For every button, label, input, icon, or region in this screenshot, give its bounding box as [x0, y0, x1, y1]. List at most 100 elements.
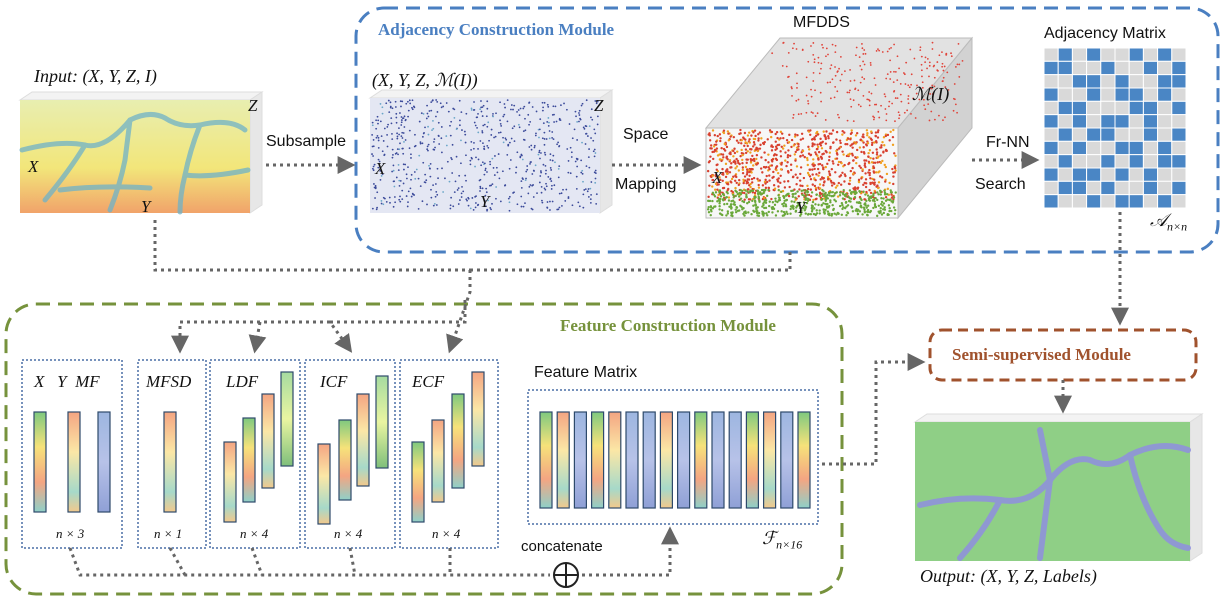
adjacency-cell	[1157, 167, 1173, 182]
adjacency-cell	[1100, 87, 1116, 102]
output-label: Output: (X, Y, Z, Labels)	[920, 566, 1097, 586]
adjacency-cell	[1100, 100, 1116, 116]
adjacency-cell	[1043, 74, 1059, 89]
semi-module-border	[928, 328, 1198, 382]
adjacency-cell	[1128, 47, 1144, 62]
adjacency-cell	[1086, 74, 1102, 89]
adjacency-cell	[1086, 100, 1102, 116]
output-point-cloud	[913, 413, 1204, 562]
adjacency-cell	[1114, 100, 1130, 116]
adjacency-cell	[1100, 140, 1116, 156]
feature-symbol: ℱ	[762, 528, 777, 548]
adjacency-cell	[1043, 127, 1059, 142]
adjacency-cell	[1128, 154, 1144, 169]
mfdds-mi: ℳ(I)	[912, 84, 950, 104]
input-axis-x: X	[28, 157, 39, 176]
adjacency-cell	[1086, 180, 1102, 196]
adjacency-cell	[1114, 114, 1130, 129]
arrow-concat-up	[582, 526, 679, 577]
adjacency-cell	[1171, 140, 1187, 156]
adjacency-cell	[1071, 100, 1088, 116]
adjacency-cell	[1171, 60, 1187, 76]
adjacency-cell	[1171, 194, 1187, 209]
feature-bar	[317, 443, 331, 525]
feature-bar	[223, 441, 237, 523]
feature-header-icf: ICF	[320, 372, 348, 391]
concatenate-label: concatenate	[521, 538, 603, 555]
feature-header-mfsd: MFSD	[146, 372, 192, 391]
adjacency-cell	[1171, 127, 1187, 142]
adjacency-cell	[1128, 100, 1144, 116]
space-mapping-line1: Space	[623, 126, 669, 143]
adjacency-cell	[1157, 154, 1173, 169]
adjacency-cell	[1128, 60, 1144, 76]
adjacency-cell	[1142, 127, 1159, 142]
adjacency-cell	[1114, 180, 1130, 196]
adjacency-cell	[1057, 167, 1073, 182]
adjacency-cell	[1057, 180, 1073, 196]
semi-module-title: Semi-supervised Module	[952, 345, 1131, 364]
adjacency-cell	[1142, 154, 1159, 169]
adjacency-subscript: n×n	[1167, 219, 1188, 234]
adjacency-cell	[1057, 74, 1073, 89]
feature-header-ldf: LDF	[226, 372, 259, 391]
feature-matrix-column	[745, 411, 760, 509]
adjacency-cell	[1100, 154, 1116, 169]
feature-bar	[451, 393, 465, 489]
input-axis-y: Y	[141, 197, 151, 216]
adjacency-cell	[1100, 194, 1116, 209]
feature-matrix-column	[780, 411, 794, 509]
adjacency-cell	[1057, 140, 1073, 156]
adjacency-cell	[1100, 167, 1116, 182]
adjacency-cell	[1100, 47, 1116, 62]
adjacency-cell	[1157, 114, 1173, 129]
feature-bar	[431, 419, 445, 503]
adjacency-module-border	[354, 6, 1220, 254]
adjacency-cell	[1171, 74, 1187, 89]
adjacency-cell	[1043, 100, 1059, 116]
adjacency-cell	[1157, 87, 1173, 102]
feature-bar	[33, 411, 47, 513]
feature-subscript: n×16	[776, 537, 803, 552]
feature-matrix-column	[762, 411, 777, 509]
adjacency-cell	[1100, 180, 1116, 196]
adjacency-cell	[1057, 194, 1073, 209]
adjacency-cell	[1057, 154, 1073, 169]
feature-matrix-column	[539, 411, 553, 509]
adjacency-cell	[1171, 180, 1187, 196]
adjacency-cell	[1142, 114, 1159, 129]
adjacency-symbol: 𝒜	[1150, 210, 1168, 230]
feature-bar	[375, 375, 389, 469]
adjacency-cell	[1071, 140, 1088, 156]
adjacency-cell	[1071, 87, 1088, 102]
adjacency-cell	[1171, 167, 1187, 182]
feature-matrix-column	[625, 411, 639, 509]
adjacency-cell	[1128, 74, 1144, 89]
adjacency-cell	[1100, 114, 1116, 129]
feature-box-icf	[304, 359, 396, 549]
arrow-concat-left	[68, 547, 550, 577]
feature-matrix-title: Feature Matrix	[534, 364, 638, 381]
adjacency-cell	[1114, 47, 1130, 62]
adjacency-cell	[1142, 180, 1159, 196]
adjacency-cell	[1086, 154, 1102, 169]
adjacency-cell	[1128, 167, 1144, 182]
feature-module-border	[4, 302, 844, 596]
adjacency-cell	[1057, 114, 1073, 129]
adjacency-cell	[1057, 100, 1073, 116]
adjacency-cell	[1171, 87, 1187, 102]
adjacency-cell	[1128, 114, 1144, 129]
adjacency-cell	[1157, 60, 1173, 76]
feature-bar	[280, 371, 294, 467]
feature-matrix-column	[608, 411, 622, 509]
feature-box-xymf	[21, 359, 123, 549]
adjacency-cell	[1128, 87, 1144, 102]
feature-header-xymf: X Y MF	[34, 372, 100, 391]
adjacency-cell	[1086, 194, 1102, 209]
adjacency-cell	[1128, 180, 1144, 196]
input-label: Input: (X, Y, Z, I)	[34, 66, 157, 86]
feature-matrix-column	[676, 411, 691, 509]
adjacency-cell	[1157, 194, 1173, 209]
mapped-axis-z: Z	[594, 96, 604, 115]
